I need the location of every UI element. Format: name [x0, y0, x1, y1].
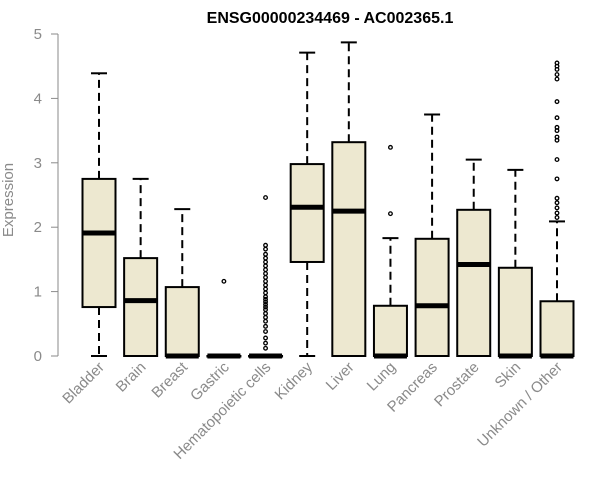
- box-skin: [497, 168, 533, 359]
- x-tick-label: Brain: [113, 359, 150, 396]
- box-iqr: [539, 300, 575, 358]
- box-iqr: [164, 286, 200, 358]
- box-iqr: [289, 163, 325, 263]
- outlier-point: [554, 72, 560, 78]
- outlier-point: [263, 311, 268, 316]
- outlier-point: [263, 251, 268, 257]
- y-tick-label: 0: [34, 348, 42, 365]
- y-tick-label: 1: [34, 284, 42, 301]
- outlier-point: [263, 195, 268, 201]
- x-tick-label: Liver: [323, 359, 358, 394]
- x-tick-label: Bladder: [59, 359, 108, 408]
- chart-title: ENSG00000234469 - AC002365.1: [207, 10, 454, 27]
- outlier-point: [263, 302, 268, 307]
- x-tick-label: Skin: [492, 359, 525, 392]
- box-iqr: [414, 237, 450, 358]
- outlier-point: [263, 294, 268, 300]
- outlier-point: [554, 215, 560, 220]
- outlier-point: [263, 314, 268, 320]
- outlier-point: [221, 278, 227, 284]
- outlier-point: [554, 210, 560, 216]
- outlier-point: [263, 274, 268, 280]
- outlier-point: [263, 282, 268, 288]
- outlier-point: [554, 157, 560, 163]
- outlier-point: [554, 176, 560, 182]
- box-bladder: [81, 72, 117, 357]
- outlier-point: [554, 99, 560, 105]
- x-tick-label: Lung: [364, 359, 400, 395]
- outlier-point: [263, 340, 268, 346]
- box-iqr: [456, 208, 492, 357]
- box-iqr: [123, 257, 159, 357]
- outlier-point: [263, 271, 268, 277]
- box-iqr: [331, 141, 367, 357]
- box-lung: [372, 144, 408, 359]
- y-tick-label: 5: [34, 26, 42, 43]
- outlier-point: [554, 195, 560, 201]
- box-prostate: [456, 158, 492, 357]
- box-liver: [331, 41, 367, 357]
- box-kidney: [289, 51, 325, 357]
- boxplot-series: [81, 41, 575, 359]
- outlier-point: [554, 66, 560, 72]
- outlier-point: [263, 299, 268, 305]
- box-unknown-other: [539, 60, 575, 359]
- x-tick-label: Prostate: [431, 359, 483, 411]
- y-tick-label: 3: [34, 155, 42, 172]
- outlier-point: [554, 76, 560, 82]
- box-iqr: [372, 304, 408, 358]
- outlier-point: [554, 115, 560, 121]
- box-hematopoietic-cells: [248, 195, 284, 359]
- outlier-point: [388, 211, 393, 217]
- outlier-point: [554, 137, 560, 143]
- outlier-point: [263, 246, 268, 252]
- outlier-point: [554, 205, 560, 211]
- y-tick-label: 2: [34, 219, 42, 236]
- outlier-point: [263, 263, 268, 269]
- outlier-point: [263, 345, 268, 351]
- x-tick-label: Breast: [148, 358, 191, 401]
- box-brain: [123, 177, 159, 357]
- box-pancreas: [414, 113, 450, 358]
- outlier-point: [263, 259, 268, 265]
- box-iqr: [81, 177, 117, 309]
- outlier-point: [263, 267, 268, 273]
- outlier-point: [263, 335, 268, 341]
- box-gastric: [206, 278, 242, 359]
- outlier-point: [263, 278, 268, 284]
- outlier-point: [263, 255, 268, 261]
- outlier-point: [263, 323, 268, 329]
- box-breast: [164, 208, 200, 359]
- y-tick-label: 4: [34, 90, 42, 107]
- y-axis: 0 1 2 3 4 5: [34, 26, 59, 365]
- outlier-point: [263, 318, 268, 324]
- outlier-point: [554, 200, 560, 206]
- outlier-point: [554, 128, 560, 134]
- outlier-point: [263, 329, 268, 334]
- outlier-point: [263, 307, 268, 313]
- outlier-point: [263, 304, 268, 310]
- outlier-point: [263, 242, 268, 248]
- x-tick-label: Kidney: [272, 358, 317, 403]
- y-axis-label: Expression: [0, 163, 17, 237]
- outlier-point: [388, 144, 393, 150]
- outlier-point: [263, 290, 268, 296]
- outlier-point: [263, 296, 268, 302]
- box-iqr: [497, 266, 533, 357]
- outlier-point: [263, 286, 268, 292]
